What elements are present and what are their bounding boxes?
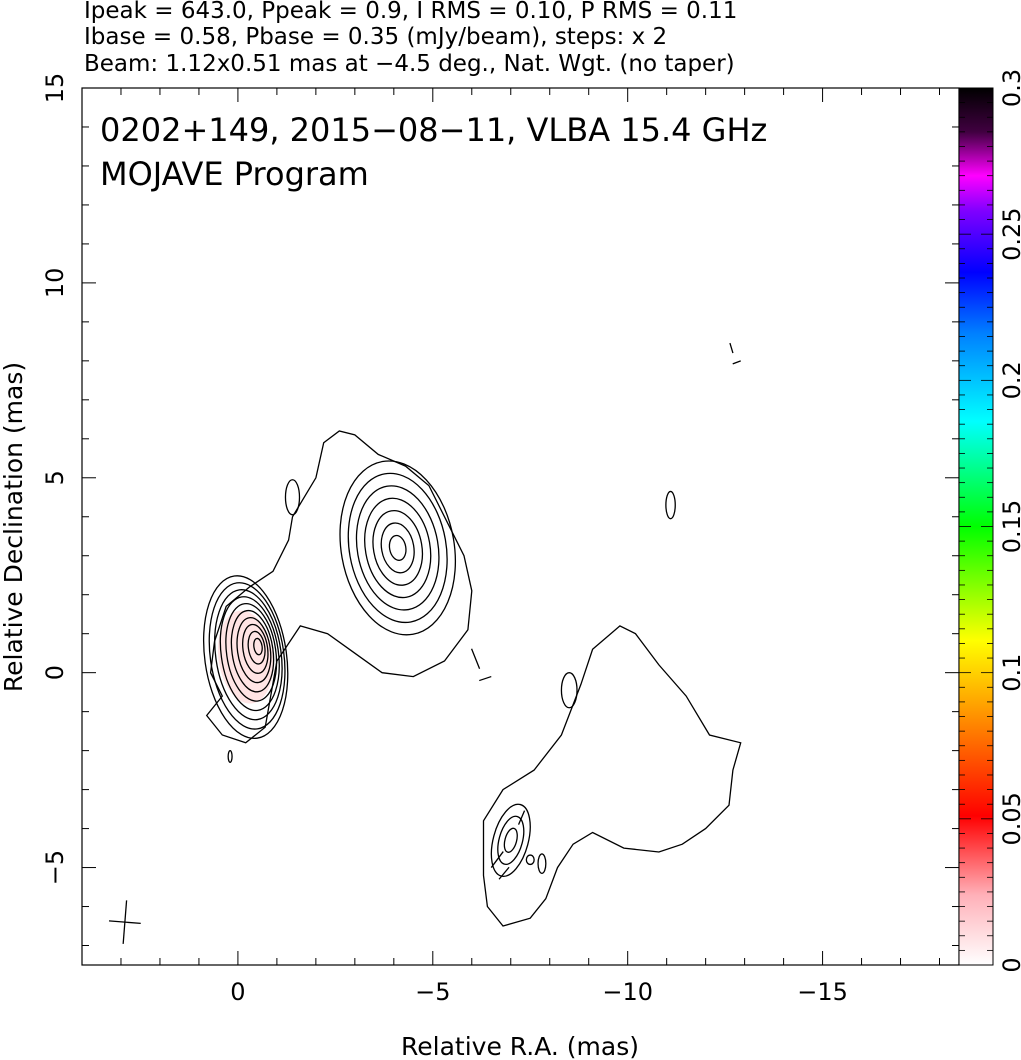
colorbar-tick-label: 0.05: [998, 792, 1021, 845]
beam-minor-axis: [108, 920, 141, 925]
colorbar-tick-label: 0.25: [998, 207, 1021, 260]
contour-level: [214, 589, 283, 721]
noise-contour: [665, 490, 676, 520]
plot-frame: [81, 87, 960, 966]
y-tick-label: −5: [41, 850, 69, 885]
beam-marker: [108, 900, 141, 944]
header-peak-rms: Ipeak = 643.0, Ppeak = 0.9, I RMS = 0.10…: [84, 0, 737, 24]
contour-level: [380, 522, 415, 574]
contour-level: [497, 815, 525, 865]
header-base-levels: Ibase = 0.58, Pbase = 0.35 (mJy/beam), s…: [84, 24, 667, 50]
y-tick-labels: −5 0 5 10 15: [41, 73, 69, 886]
y-tick-label: 0: [41, 665, 69, 680]
noise-contour: [227, 749, 233, 763]
colorbar-tick-label: 0.2: [998, 361, 1021, 399]
contour-level: [347, 472, 448, 624]
contour-level: [208, 582, 286, 730]
y-tick-label: 10: [41, 268, 69, 299]
noise-contour: [537, 853, 547, 875]
lobe-contour: [482, 625, 742, 927]
contour-layer: [202, 342, 742, 927]
contour-level: [372, 509, 424, 586]
x-tick-label: −5: [415, 978, 450, 1006]
contour-level: [339, 460, 457, 636]
contour-level: [503, 827, 518, 853]
contour-level: [236, 616, 272, 684]
polarization-vector: [490, 810, 526, 880]
noise-contour: [470, 648, 492, 682]
colorbar-tick-label: 0.15: [998, 500, 1021, 553]
contour-level: [388, 534, 407, 561]
noise-contour: [525, 854, 535, 866]
colorbar-ticks: [959, 87, 993, 966]
colorbar-tick-labels: 0 0.05 0.1 0.15 0.2 0.25 0.3: [998, 69, 1021, 973]
noise-contour: [560, 672, 578, 709]
y-tick-label: 5: [41, 470, 69, 485]
contour-level: [241, 623, 269, 674]
contour-level: [225, 603, 278, 702]
colorbar-tick-label: 0.3: [998, 69, 1021, 107]
chart-title: 0202+149, 2015−08−11, VLBA 15.4 GHz: [100, 111, 767, 149]
contour-level: [202, 575, 289, 740]
y-tick-label: 15: [41, 73, 69, 104]
x-tick-label: −15: [797, 978, 848, 1006]
x-axis-label: Relative R.A. (mas): [401, 1032, 639, 1060]
x-tick-label: −10: [602, 978, 653, 1006]
chart-subtitle: MOJAVE Program: [100, 155, 369, 193]
contour-level: [247, 630, 266, 665]
contour-level: [364, 497, 432, 599]
contour-level: [230, 609, 275, 693]
colorbar-tick-label: 0: [998, 957, 1021, 972]
contour-level: [253, 637, 263, 656]
contour-level: [355, 485, 440, 611]
axis-ticks: [82, 87, 959, 965]
noise-contour: [729, 342, 741, 365]
header-beam-info: Beam: 1.12x0.51 mas at −4.5 deg., Nat. W…: [84, 51, 735, 77]
contour-level: [219, 596, 280, 712]
x-tick-labels: 0 −5 −10 −15: [230, 978, 848, 1006]
colorbar-tick-label: 0.1: [998, 654, 1021, 692]
contour-level: [490, 803, 531, 877]
x-tick-label: 0: [230, 978, 245, 1006]
noise-contour: [284, 479, 301, 516]
y-axis-label: Relative Declination (mas): [0, 362, 28, 692]
